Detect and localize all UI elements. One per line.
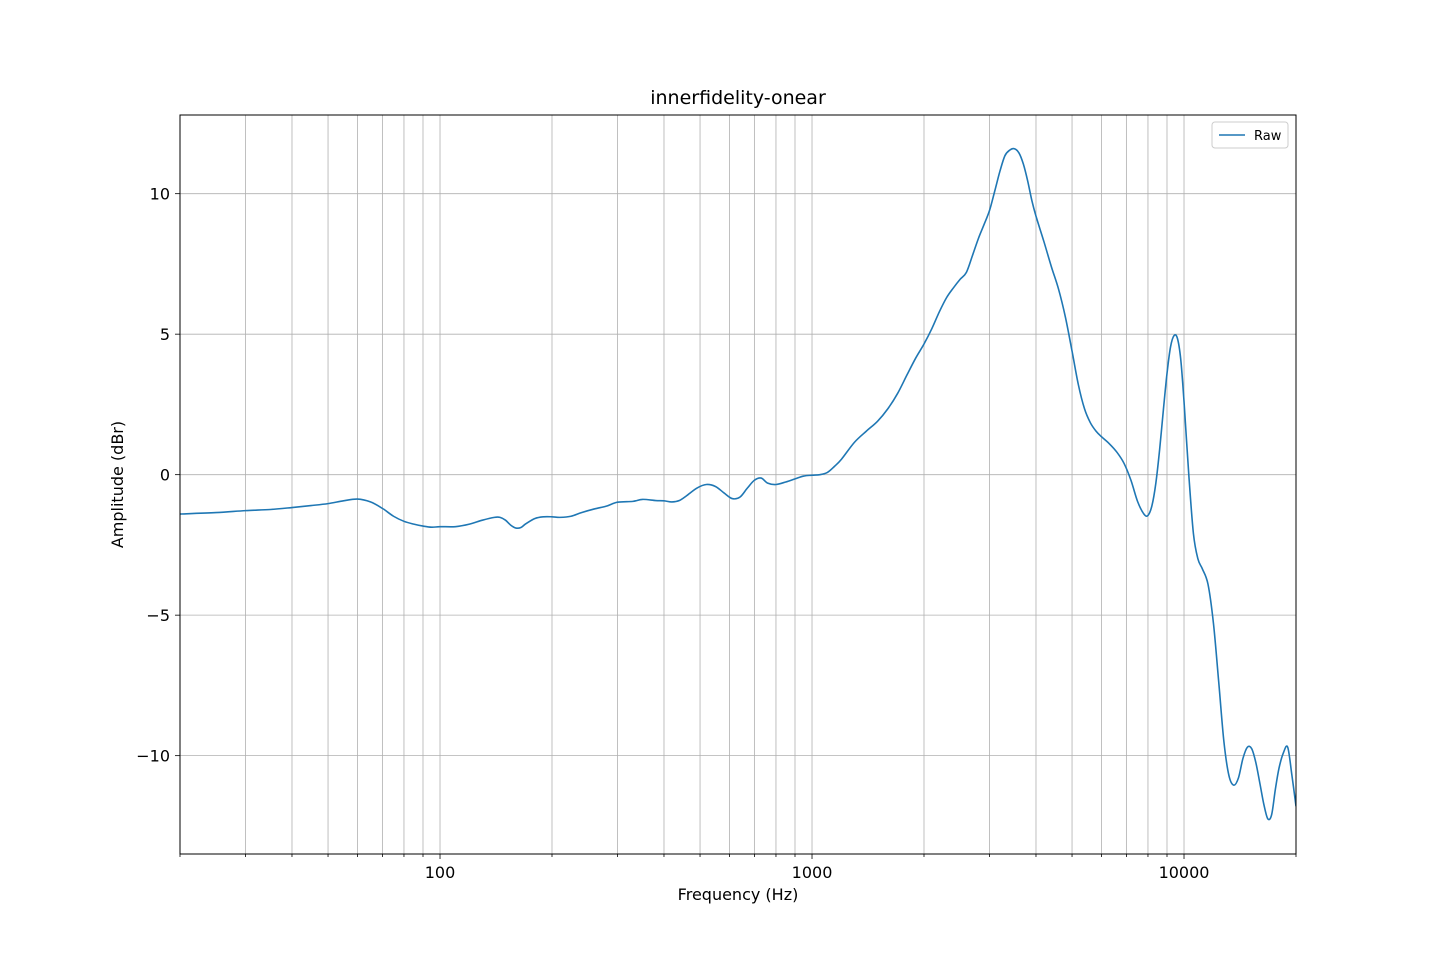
y-tick-label: 10 [150,185,170,204]
x-tick-label: 100 [425,863,456,882]
legend-label: Raw [1254,129,1282,144]
plot-frame [179,114,1297,855]
grid-lines [179,115,1297,854]
x-axis-label: Frequency (Hz) [678,885,799,904]
y-tick-label: 5 [160,325,170,344]
x-tick-label: 10000 [1159,863,1210,882]
legend-box [1211,121,1289,149]
legend: Raw [1211,121,1289,149]
x-tick-label: 1000 [792,863,833,882]
y-tick-label: −5 [146,606,170,625]
y-tick-label: 0 [160,466,170,485]
y-tick-label: −10 [136,747,170,766]
plot-area [180,147,1296,821]
series-line-raw [180,147,1296,821]
chart-title: innerfidelity-onear [650,87,826,109]
y-axis-label: Amplitude (dBr) [108,421,127,548]
axis-ticks: 100 1000 10000 10 5 0 −5 −10 [136,185,1297,882]
